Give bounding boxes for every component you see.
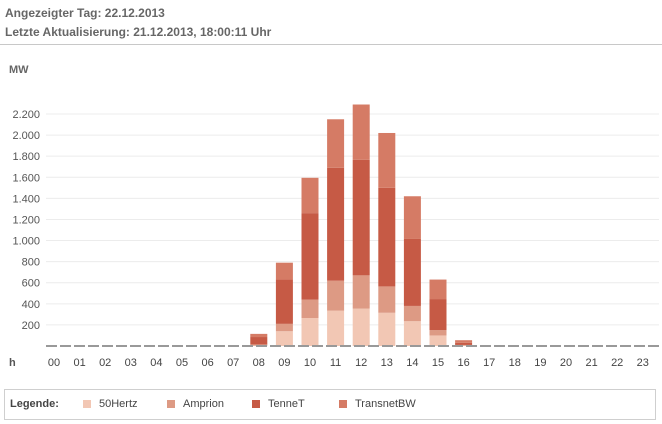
legend-item: Amprion [167, 398, 224, 410]
x-tick-label: 22 [611, 357, 623, 369]
x-tick-label: 08 [253, 357, 265, 369]
legend-swatch [83, 400, 91, 408]
y-tick-label: 1.000 [12, 236, 40, 248]
last-update: Letzte Aktualisierung: 21.12.2013, 18:00… [5, 25, 272, 39]
bar-segment [455, 344, 473, 346]
y-tick-label: 400 [22, 299, 40, 311]
x-tick-label: 10 [304, 357, 316, 369]
x-tick-label: 19 [534, 357, 546, 369]
x-tick-label: 17 [483, 357, 495, 369]
bar-segment [301, 213, 319, 300]
bar-segment [327, 280, 345, 311]
x-tick-label: 21 [585, 357, 597, 369]
bar-segment [250, 337, 268, 345]
y-tick-label: 1.400 [12, 193, 40, 205]
y-tick-label: 1.600 [12, 172, 40, 184]
bar-segment [455, 340, 473, 343]
legend: Legende: 50Hertz Amprion TenneT TransnetBW [4, 389, 656, 420]
bar-segment [275, 331, 293, 346]
legend-title: Legende: [10, 398, 59, 410]
bar-segment [403, 305, 421, 322]
bar-segment [301, 177, 319, 214]
legend-item: 50Hertz [83, 398, 138, 410]
x-tick-label: 03 [125, 357, 137, 369]
bar-segment [301, 299, 319, 319]
y-tick-label: 200 [22, 320, 40, 332]
bar-segment [327, 310, 345, 346]
x-tick-label: 16 [457, 357, 469, 369]
stacked-bar-chart: 2004006008001.0001.2001.4001.6001.8002.0… [9, 64, 659, 369]
y-tick-label: 1.200 [12, 214, 40, 226]
header-divider [0, 44, 662, 45]
y-tick-label: 2.200 [12, 109, 40, 121]
x-tick-label: 04 [150, 357, 162, 369]
bar-segment [378, 286, 396, 313]
x-tick-label: 12 [355, 357, 367, 369]
bar-segment [275, 262, 293, 280]
bar-segment [352, 308, 370, 346]
legend-item: TransnetBW [339, 398, 416, 410]
y-axis-label: MW [9, 64, 29, 76]
x-axis-label: h [9, 357, 16, 369]
bar-segment [429, 279, 447, 300]
x-tick-label: 13 [381, 357, 393, 369]
x-tick-label: 05 [176, 357, 188, 369]
bar-segment [250, 344, 268, 346]
bar-segment [250, 333, 268, 338]
y-tick-label: 800 [22, 257, 40, 269]
x-tick-label: 23 [637, 357, 649, 369]
chart-header: Angezeigter Tag: 22.12.2013 Letzte Aktua… [5, 4, 271, 42]
legend-label: TenneT [268, 398, 305, 410]
legend-label: TransnetBW [355, 398, 416, 410]
x-tick-label: 06 [201, 357, 213, 369]
bar-segment [327, 119, 345, 168]
x-tick-label: 14 [406, 357, 418, 369]
x-tick-label: 01 [73, 357, 85, 369]
bar-segment [378, 312, 396, 346]
bar-segment [275, 279, 293, 324]
bar-segment [378, 187, 396, 287]
bar-segment [352, 104, 370, 160]
x-tick-label: 09 [278, 357, 290, 369]
x-tick-label: 20 [560, 357, 572, 369]
bar-segment [275, 323, 293, 332]
bar-segment [327, 167, 345, 281]
x-tick-label: 07 [227, 357, 239, 369]
x-tick-label: 00 [48, 357, 60, 369]
x-tick-label: 15 [432, 357, 444, 369]
bar-segment [429, 335, 447, 346]
legend-label: Amprion [183, 398, 224, 410]
y-tick-label: 1.800 [12, 151, 40, 163]
displayed-day: Angezeigter Tag: 22.12.2013 [5, 6, 165, 20]
legend-swatch [167, 400, 175, 408]
bar-segment [403, 238, 421, 306]
bar-segment [455, 345, 473, 346]
x-tick-label: 18 [509, 357, 521, 369]
bar-segment [455, 342, 473, 345]
bar-segment [352, 159, 370, 276]
bar-segment [429, 299, 447, 331]
y-tick-label: 2.000 [12, 130, 40, 142]
legend-label: 50Hertz [99, 398, 138, 410]
bar-segment [378, 132, 396, 188]
legend-item: TenneT [252, 398, 305, 410]
legend-swatch [339, 400, 347, 408]
x-tick-label: 11 [330, 357, 341, 369]
x-tick-label: 02 [99, 357, 111, 369]
bar-segment [352, 275, 370, 309]
bar-segment [301, 318, 319, 346]
bar-segment [403, 196, 421, 239]
legend-swatch [252, 400, 260, 408]
bar-segment [429, 330, 447, 336]
y-tick-label: 600 [22, 278, 40, 290]
bar-segment [403, 321, 421, 346]
